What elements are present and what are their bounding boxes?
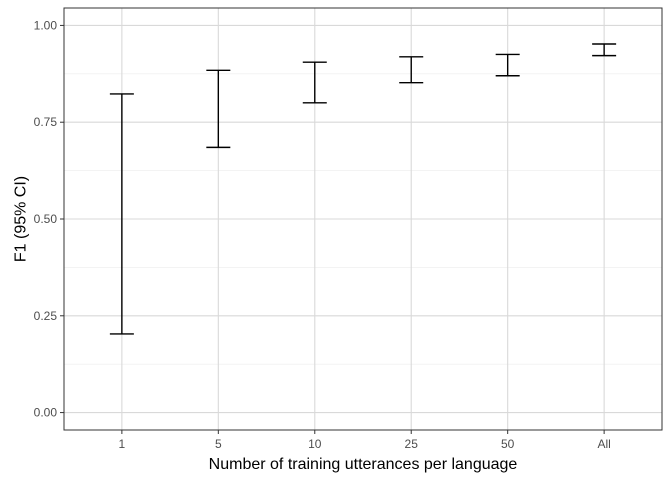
- axes: 0.00 0.25 0.50 0.75 1.00 1 5 10 25 50 All: [34, 18, 611, 451]
- y-tick-label: 0.00: [34, 406, 58, 420]
- error-bar: [109, 93, 134, 335]
- x-tick-label: 5: [215, 437, 222, 451]
- error-bar: [206, 69, 231, 149]
- y-axis-title: F1 (95% CI): [13, 176, 30, 262]
- error-bar: [399, 56, 424, 84]
- x-tick-label: All: [597, 437, 610, 451]
- y-tick-label: 0.50: [34, 212, 58, 226]
- grid-lines: [64, 8, 662, 430]
- x-tick-label: 1: [119, 437, 126, 451]
- y-tick-label: 1.00: [34, 18, 58, 32]
- x-tick-label: 50: [501, 437, 515, 451]
- error-bar: [592, 43, 617, 57]
- x-tick-label: 25: [405, 437, 419, 451]
- y-tick-label: 0.75: [34, 115, 58, 129]
- x-axis-title: Number of training utterances per langua…: [209, 456, 518, 473]
- error-bars: [109, 43, 617, 335]
- error-bar: [495, 53, 520, 77]
- error-bar: [302, 61, 327, 104]
- x-tick-label: 10: [308, 437, 322, 451]
- y-tick-label: 0.25: [34, 309, 58, 323]
